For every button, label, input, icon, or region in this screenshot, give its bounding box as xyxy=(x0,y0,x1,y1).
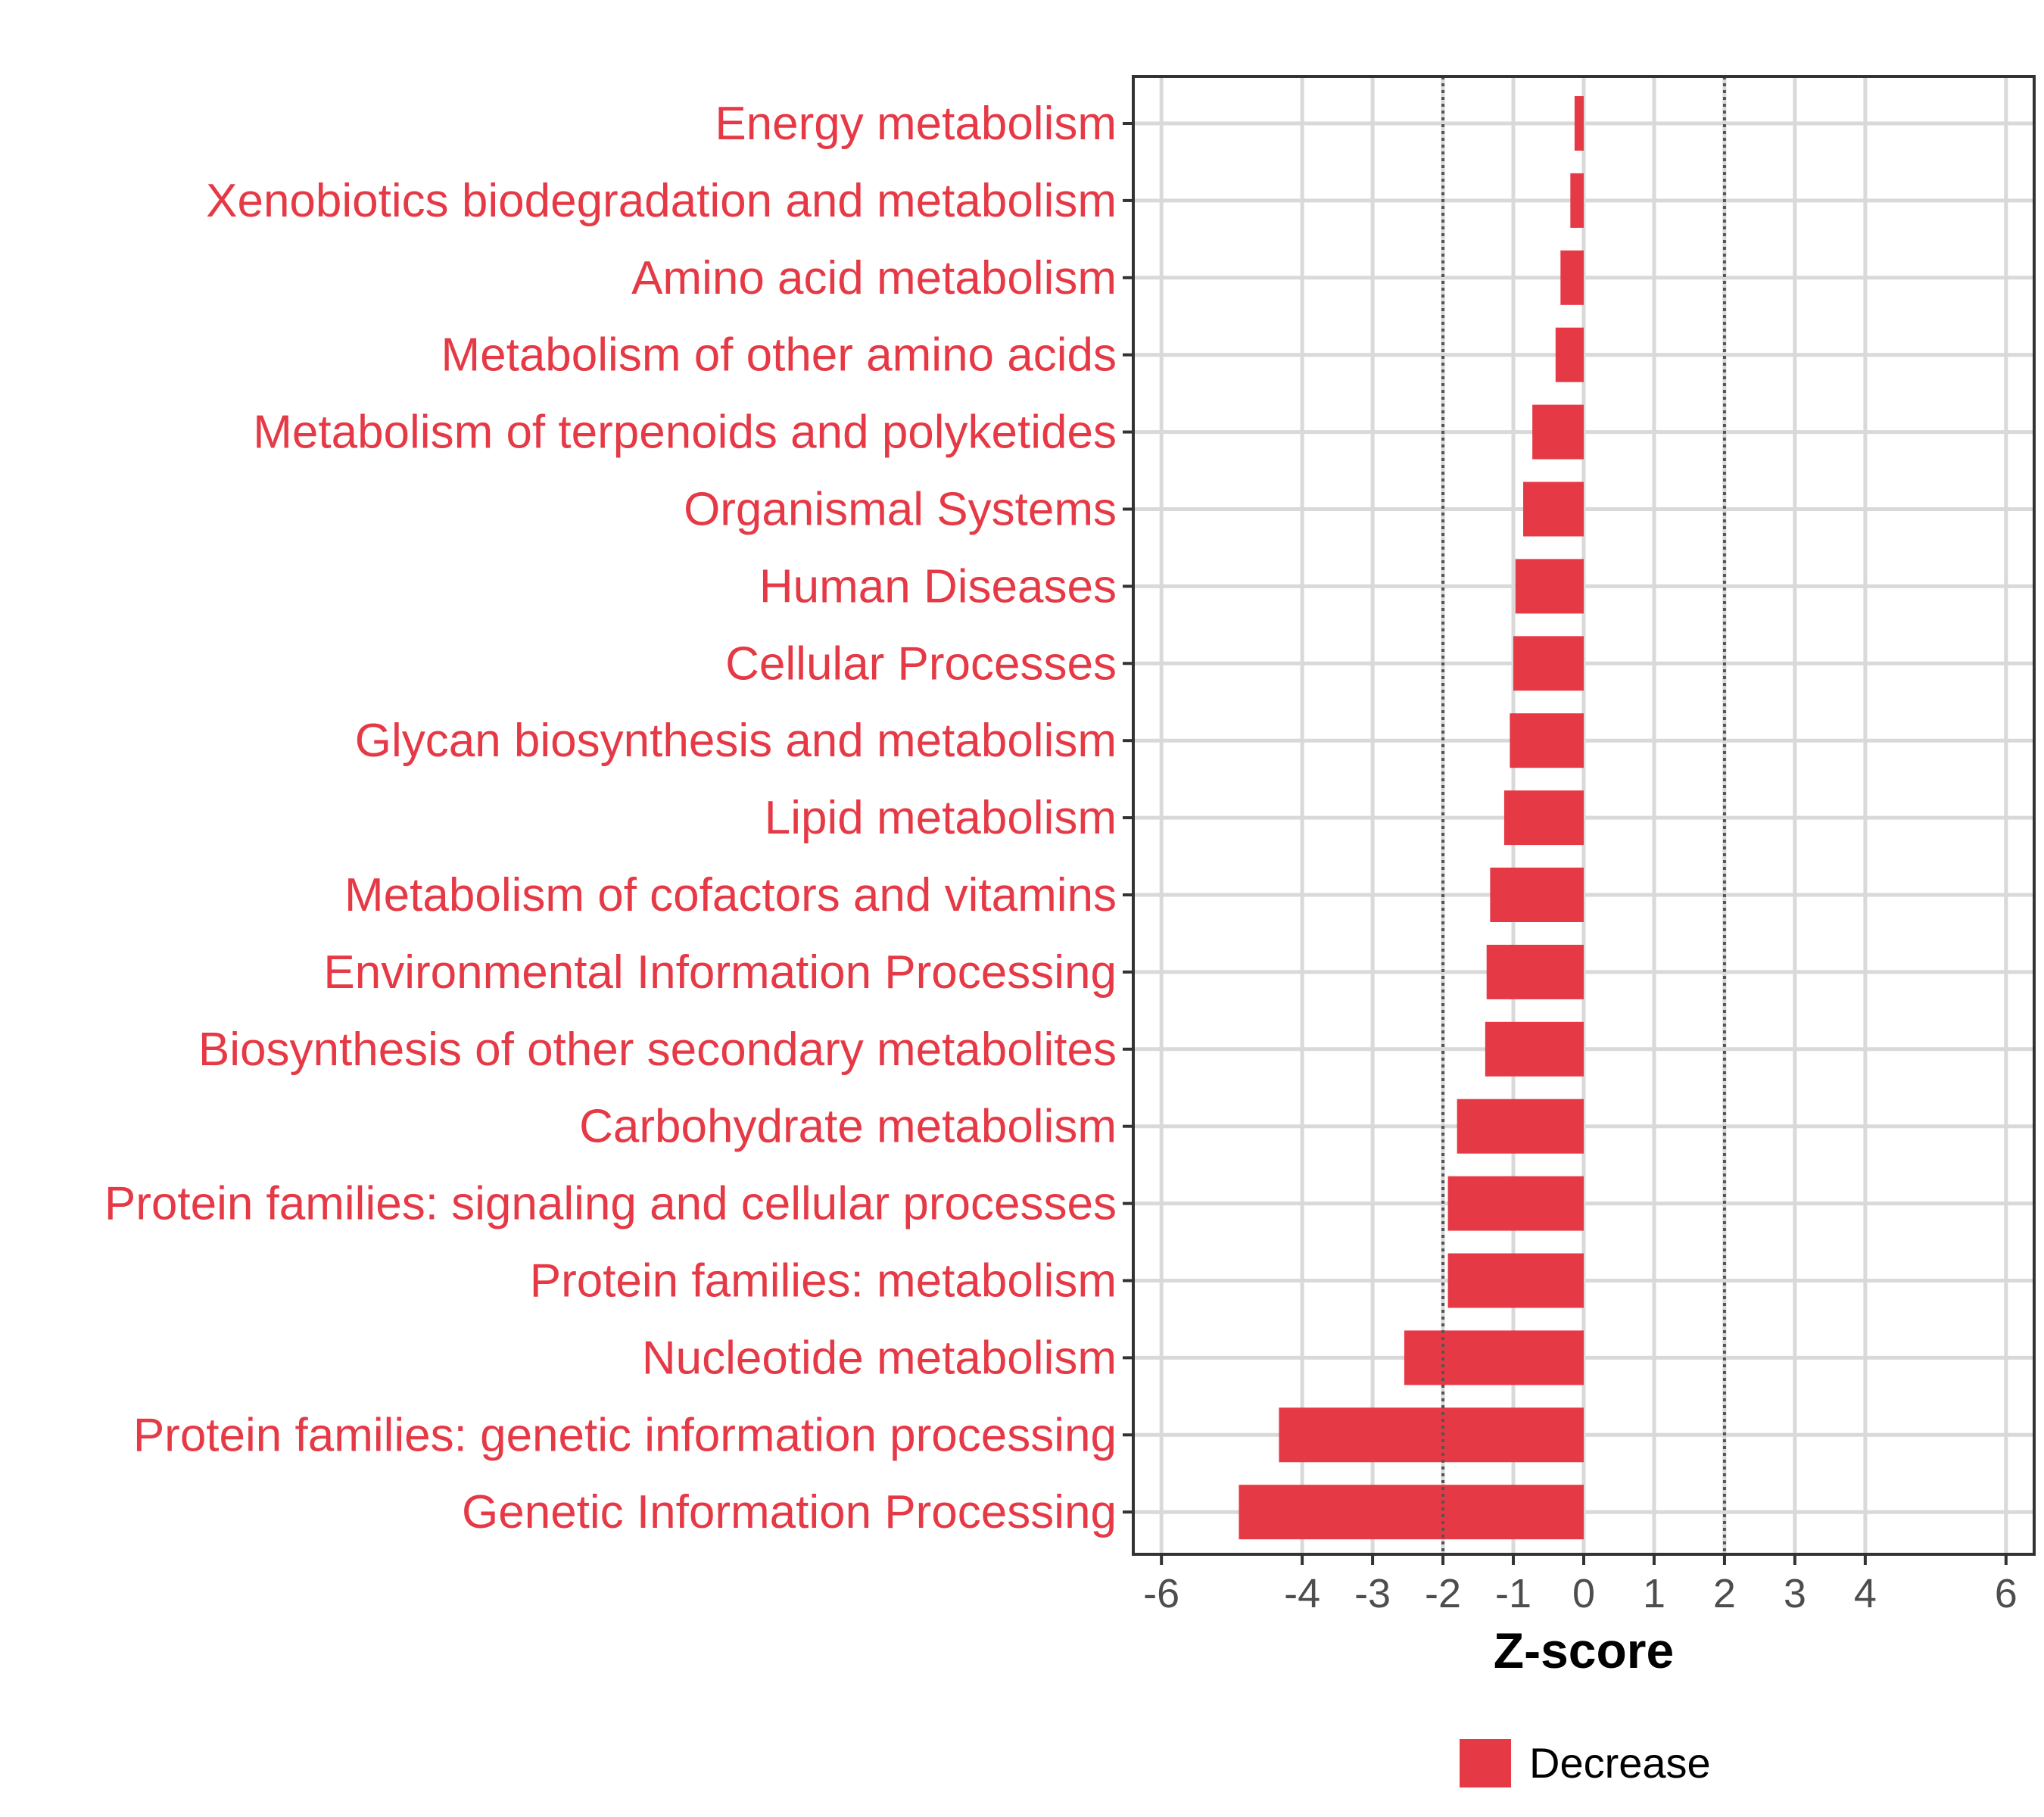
category-label: Metabolism of terpenoids and polyketides xyxy=(253,407,1117,459)
x-tick-label: 4 xyxy=(1854,1571,1877,1616)
category-label: Amino acid metabolism xyxy=(631,252,1117,304)
x-tick-label: -3 xyxy=(1354,1571,1391,1616)
category-label: Human Diseases xyxy=(759,560,1117,612)
x-tick-label: 2 xyxy=(1713,1571,1736,1616)
category-label: Protein families: signaling and cellular… xyxy=(104,1178,1117,1230)
category-label: Genetic Information Processing xyxy=(462,1486,1117,1538)
category-label: Xenobiotics biodegradation and metabolis… xyxy=(206,175,1117,227)
bar xyxy=(1513,636,1584,691)
bar xyxy=(1555,327,1584,382)
x-tick-label: 1 xyxy=(1643,1571,1665,1616)
category-label: Biosynthesis of other secondary metaboli… xyxy=(198,1024,1117,1076)
bar xyxy=(1570,173,1584,228)
category-label: Lipid metabolism xyxy=(765,792,1117,844)
x-tick-label: -4 xyxy=(1284,1571,1320,1616)
bar xyxy=(1515,559,1584,614)
bar xyxy=(1510,713,1584,768)
bar xyxy=(1279,1407,1584,1463)
category-label: Metabolism of other amino acids xyxy=(441,329,1117,382)
bar xyxy=(1447,1176,1584,1231)
category-label: Nucleotide metabolism xyxy=(642,1332,1117,1384)
x-tick-label: -2 xyxy=(1425,1571,1461,1616)
bar xyxy=(1560,250,1584,305)
bar xyxy=(1574,96,1584,151)
x-axis-ticks: -6 -4 -3 -2 -1 0 1 2 3 4 6 xyxy=(1143,1554,2018,1616)
category-label: Cellular Processes xyxy=(725,637,1117,690)
reference-lines xyxy=(1441,76,1726,1554)
category-label: Environmental Information Processing xyxy=(323,946,1117,999)
category-label: Protein families: metabolism xyxy=(530,1255,1117,1307)
x-tick-label: 3 xyxy=(1784,1571,1806,1616)
bar xyxy=(1485,1021,1584,1077)
x-tick-label: -6 xyxy=(1143,1571,1179,1616)
bar xyxy=(1486,944,1584,999)
category-label: Metabolism of cofactors and vitamins xyxy=(344,869,1117,921)
category-label: Carbohydrate metabolism xyxy=(579,1101,1117,1153)
bar xyxy=(1457,1099,1584,1154)
category-label: Protein families: genetic information pr… xyxy=(133,1409,1117,1461)
x-tick-label: 0 xyxy=(1572,1571,1595,1616)
bar xyxy=(1239,1485,1584,1540)
x-tick-label: -1 xyxy=(1495,1571,1531,1616)
bar xyxy=(1490,868,1584,922)
x-axis-title: Z-score xyxy=(1494,1622,1674,1678)
category-label: Energy metabolism xyxy=(715,98,1117,150)
legend: Decrease xyxy=(1460,1739,1711,1787)
bar xyxy=(1532,404,1584,460)
bar-layer xyxy=(1239,96,1584,1540)
category-label: Glycan biosynthesis and metabolism xyxy=(355,715,1117,767)
bar xyxy=(1447,1253,1584,1308)
legend-label-decrease: Decrease xyxy=(1529,1739,1711,1787)
bar xyxy=(1523,482,1584,537)
bar xyxy=(1404,1330,1584,1385)
legend-swatch-decrease xyxy=(1460,1739,1511,1787)
bar xyxy=(1503,790,1584,846)
y-axis-ticks: Energy metabolism Xenobiotics biodegradat… xyxy=(104,98,1133,1538)
x-tick-label: 6 xyxy=(1995,1571,2018,1616)
category-label: Organismal Systems xyxy=(684,484,1117,536)
